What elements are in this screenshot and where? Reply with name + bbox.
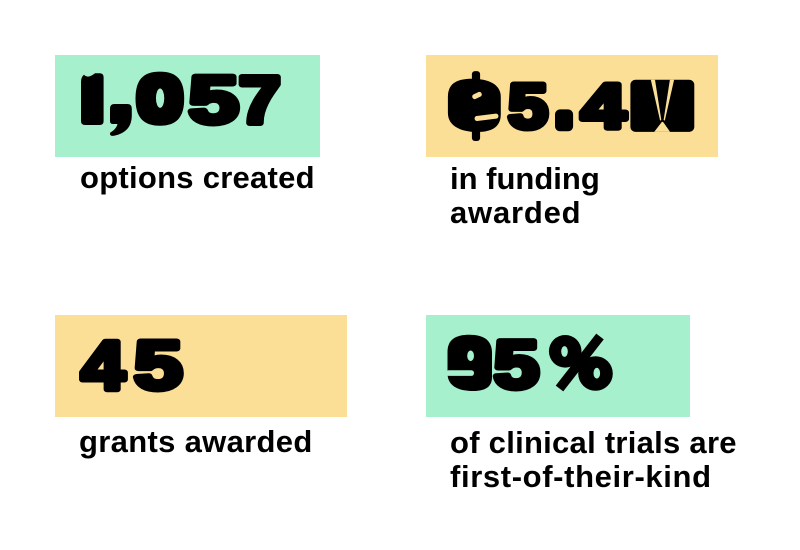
svg-text:4: 4	[581, 72, 625, 142]
svg-text:5: 5	[494, 326, 539, 402]
svg-text:4: 4	[81, 326, 125, 403]
svg-text:5: 5	[508, 72, 548, 142]
svg-text:5: 5	[134, 327, 182, 404]
svg-text:5: 5	[189, 62, 239, 137]
svg-text:7: 7	[239, 63, 281, 138]
